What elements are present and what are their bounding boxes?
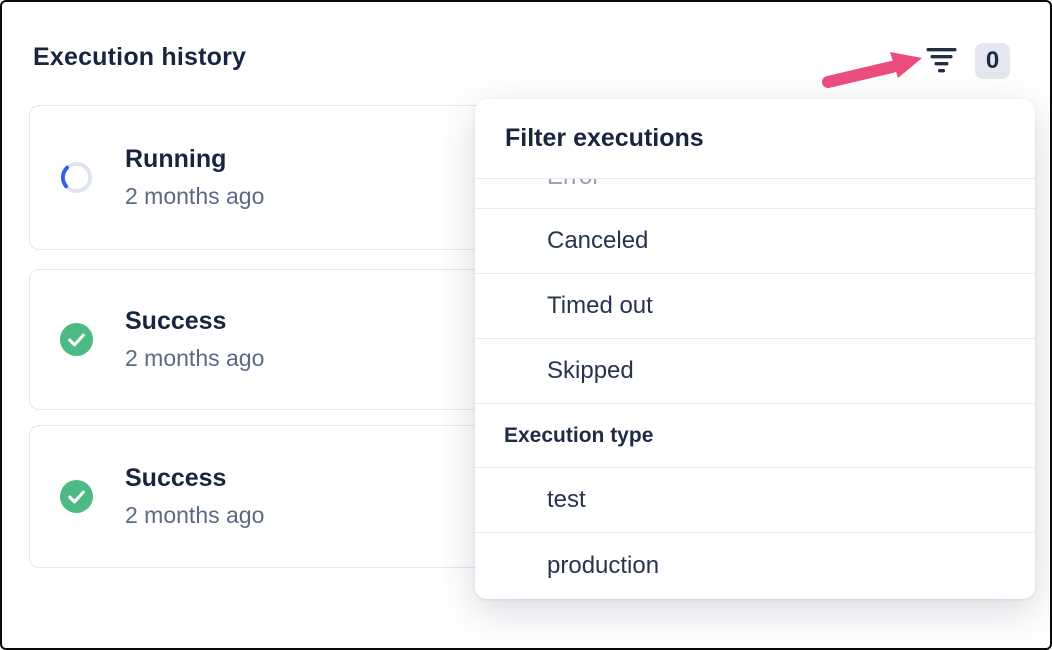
execution-card-texts: Running 2 months ago bbox=[125, 145, 264, 210]
execution-card-texts: Success 2 months ago bbox=[125, 307, 264, 372]
execution-status: Success bbox=[125, 464, 227, 492]
execution-type-header: Execution type bbox=[475, 404, 1035, 468]
execution-time: 2 months ago bbox=[125, 183, 265, 209]
menu-item-production[interactable]: production bbox=[475, 533, 1035, 598]
page-title: Execution history bbox=[33, 43, 247, 71]
execution-card-texts: Success 2 months ago bbox=[125, 464, 264, 529]
execution-status: Success bbox=[125, 307, 227, 335]
filter-lines-icon[interactable] bbox=[925, 47, 958, 75]
spinner-icon bbox=[60, 161, 93, 194]
menu-item-label: Error bbox=[475, 179, 1035, 208]
menu-item-canceled[interactable]: Canceled bbox=[475, 209, 1035, 274]
filter-menu-title: Filter executions bbox=[475, 99, 1035, 179]
execution-time: 2 months ago bbox=[125, 345, 265, 371]
filter-executions-dropdown: Filter executions Error Canceled Timed o… bbox=[475, 99, 1035, 599]
execution-status: Running bbox=[125, 145, 227, 173]
menu-item-error-clipped[interactable]: Error bbox=[475, 179, 1035, 209]
annotation-arrow bbox=[822, 52, 922, 88]
success-check-icon bbox=[59, 322, 94, 357]
menu-item-timed-out[interactable]: Timed out bbox=[475, 274, 1035, 339]
success-check-icon bbox=[59, 479, 94, 514]
menu-item-test[interactable]: test bbox=[475, 468, 1035, 533]
filter-count-badge: 0 bbox=[975, 43, 1010, 79]
menu-item-skipped[interactable]: Skipped bbox=[475, 339, 1035, 404]
execution-time: 2 months ago bbox=[125, 502, 265, 528]
